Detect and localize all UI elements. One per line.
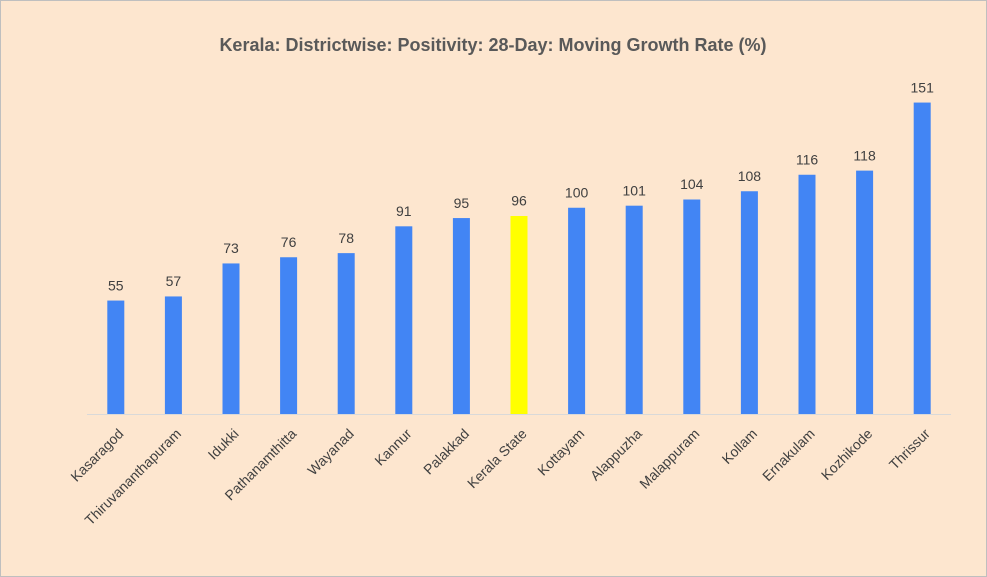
bar [222, 263, 240, 414]
data-label: 108 [738, 168, 762, 184]
bar [856, 170, 874, 414]
data-label: 151 [911, 79, 935, 95]
chart-title: Kerala: Districtwise: Positivity: 28-Day… [219, 35, 766, 55]
bar [913, 102, 931, 414]
bar [510, 216, 528, 414]
bar [337, 253, 355, 414]
data-label: 116 [796, 151, 819, 167]
bar [798, 174, 816, 414]
data-label: 57 [166, 273, 182, 289]
bar [740, 191, 758, 414]
data-label: 78 [338, 230, 354, 246]
data-label: 100 [565, 184, 589, 200]
bar [568, 207, 586, 414]
data-label: 91 [396, 203, 412, 219]
bar [625, 205, 643, 414]
bar [683, 199, 701, 414]
data-label: 73 [223, 240, 239, 256]
data-label: 55 [108, 277, 124, 293]
bar [452, 218, 470, 414]
data-label: 104 [680, 176, 704, 192]
data-label: 101 [623, 182, 647, 198]
bar [164, 296, 182, 414]
bar [280, 257, 298, 414]
bar [107, 300, 125, 414]
data-label: 95 [454, 195, 470, 211]
data-label: 76 [281, 234, 297, 250]
data-label: 96 [511, 193, 527, 209]
data-label: 118 [853, 147, 876, 163]
bar [395, 226, 413, 414]
